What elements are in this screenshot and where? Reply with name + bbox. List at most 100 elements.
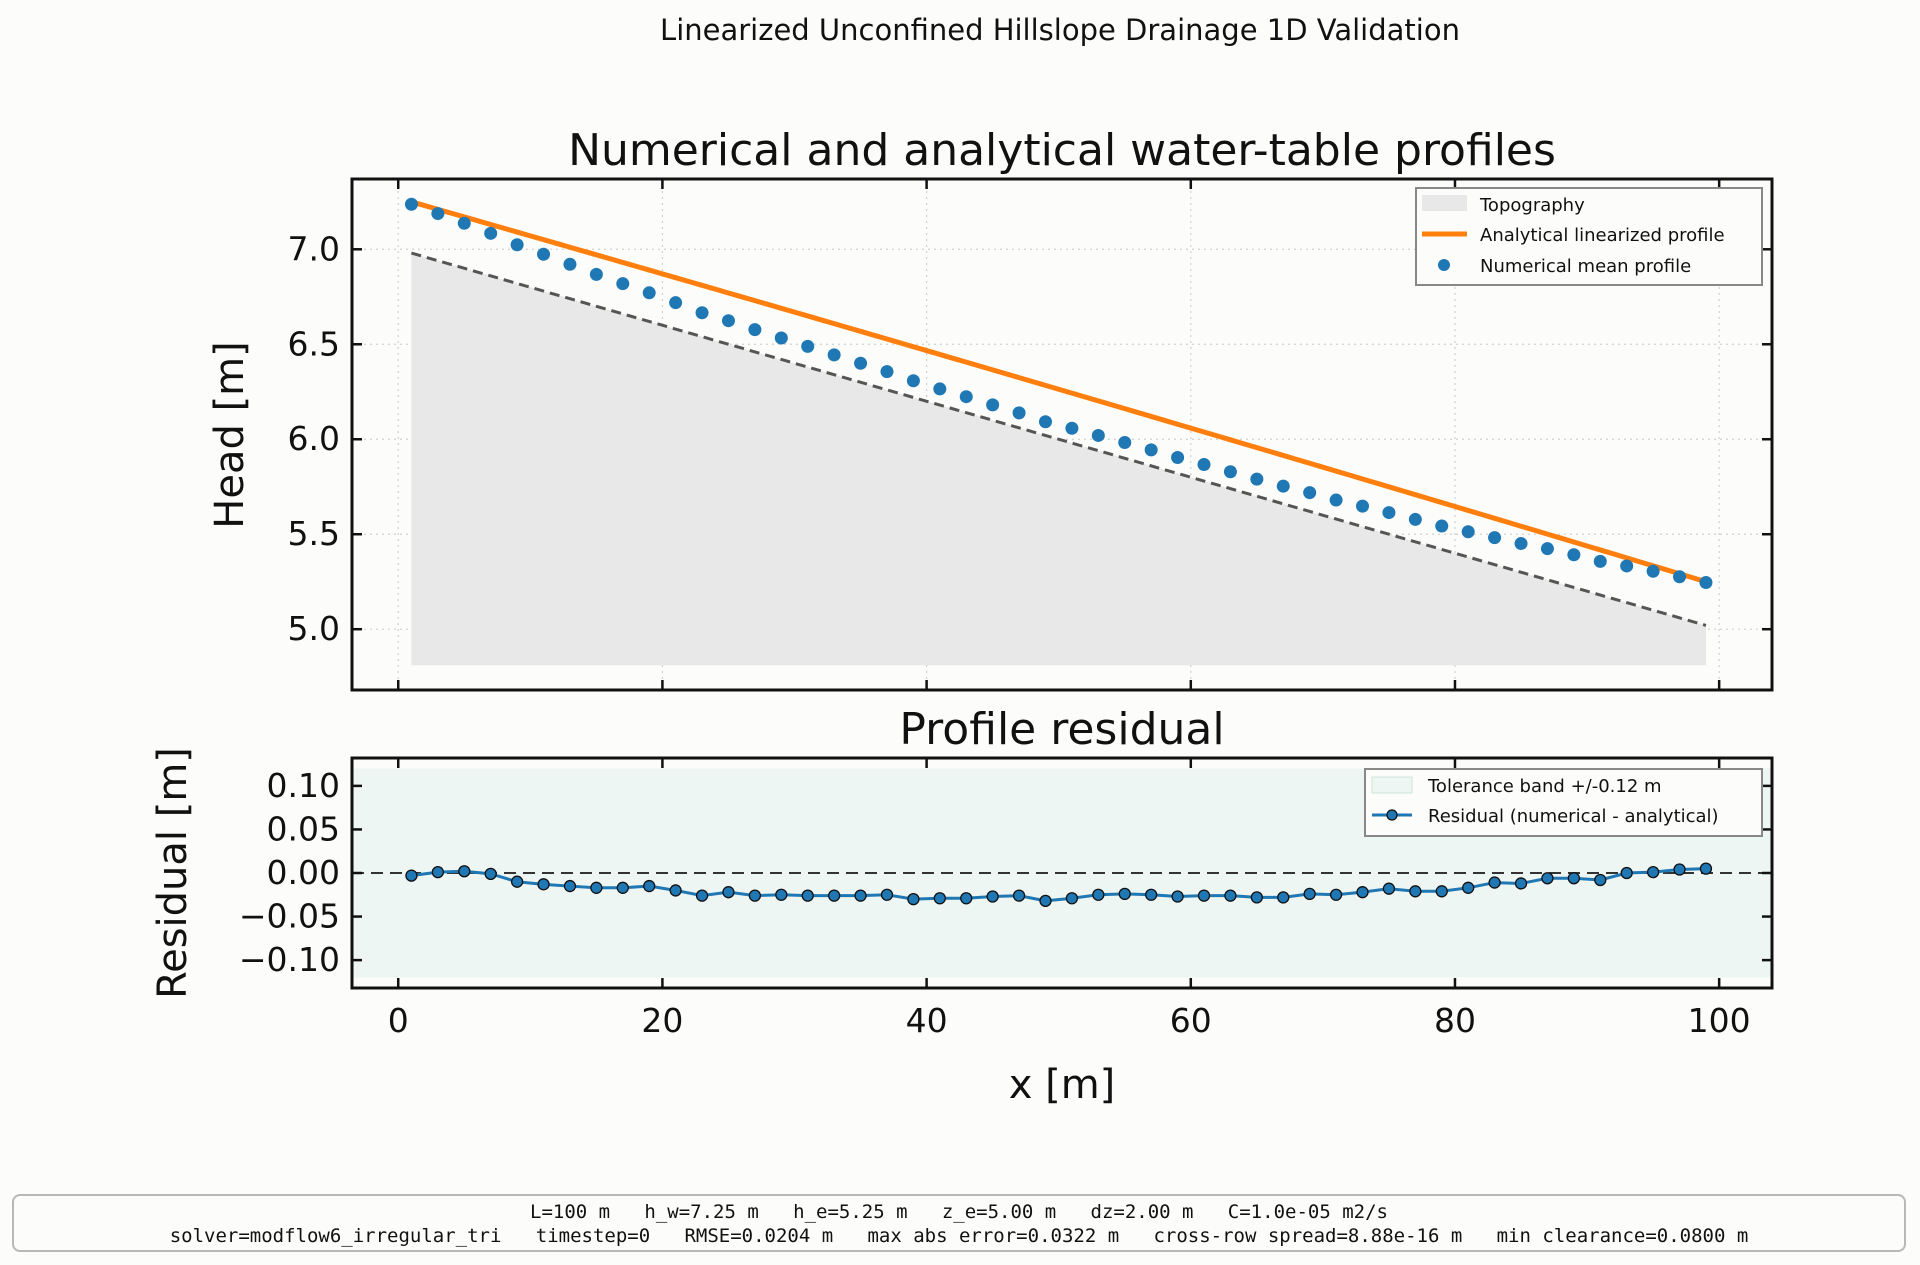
- numerical-point: [854, 356, 868, 370]
- residual-point: [854, 889, 867, 902]
- figure-suptitle: Linearized Unconfined Hillslope Drainage…: [660, 13, 1460, 47]
- residual-point: [643, 879, 656, 893]
- numerical-point: [1065, 421, 1079, 435]
- residual-ytick-label: 0.05: [267, 809, 340, 848]
- numerical-point: [1620, 559, 1634, 573]
- numerical-point: [906, 374, 920, 388]
- legend-numerical-swatch: [1438, 259, 1450, 271]
- x-axis-label: x [m]: [1009, 1062, 1116, 1108]
- numerical-point: [1356, 499, 1370, 513]
- residual-point: [1435, 885, 1448, 898]
- profile-ytick-label: 7.0: [288, 229, 340, 268]
- legend-residual-label: Residual (numerical - analytical): [1428, 806, 1719, 827]
- legend-analytical-label: Analytical linearized profile: [1480, 225, 1725, 246]
- profile-ytick-label: 6.5: [288, 324, 340, 363]
- profile-panel: 5.0 5.5 6.0 6.5 7.0 Numerical and analytical…: [207, 125, 1774, 692]
- residual-point: [801, 889, 814, 902]
- residual-point: [1620, 866, 1633, 880]
- numerical-point: [1382, 506, 1396, 520]
- numerical-point: [1012, 406, 1026, 420]
- residual-point: [1514, 877, 1528, 890]
- numerical-point: [1488, 531, 1502, 545]
- numerical-point: [1171, 450, 1185, 464]
- numerical-point: [1673, 570, 1687, 584]
- legend-residual-swatch-marker: [1386, 809, 1398, 821]
- numerical-point: [1408, 512, 1422, 526]
- run-metrics-line: solver=modflow6_irregular_tri timestep=0…: [169, 1225, 1749, 1247]
- profile-ylabel: Head [m]: [207, 341, 253, 528]
- numerical-point: [1197, 458, 1211, 472]
- residual-point: [1092, 888, 1105, 901]
- residual-point: [510, 875, 524, 888]
- residual-point: [669, 884, 682, 897]
- numerical-point: [431, 207, 445, 221]
- residual-point: [1118, 887, 1131, 901]
- numerical-point: [748, 323, 762, 337]
- profile-title: Numerical and analytical water-table pro…: [568, 125, 1556, 176]
- numerical-point: [1329, 493, 1343, 507]
- residual-point: [1409, 885, 1422, 898]
- numerical-point: [880, 365, 894, 379]
- residual-point: [1250, 891, 1263, 904]
- numerical-point: [1250, 472, 1264, 486]
- residual-point: [933, 892, 946, 905]
- numerical-point: [669, 296, 683, 310]
- numerical-point: [457, 216, 471, 230]
- residual-xtick-label: 0: [388, 1001, 409, 1040]
- residual-point: [1462, 881, 1475, 894]
- numerical-point: [563, 257, 577, 271]
- residual-ytick-label: −0.05: [239, 897, 340, 936]
- residual-point: [960, 892, 973, 905]
- profile-legend: Topography Analytical linearized profile…: [1415, 187, 1763, 286]
- numerical-point: [1540, 542, 1554, 556]
- numerical-point: [642, 286, 656, 300]
- numerical-point: [537, 247, 551, 261]
- residual-point: [1065, 892, 1079, 905]
- residual-point: [1171, 890, 1184, 903]
- numerical-point: [959, 390, 973, 404]
- residual-legend: Tolerance band +/-0.12 m Residual (numer…: [1364, 768, 1763, 837]
- residual-point: [1382, 882, 1396, 895]
- residual-point: [590, 881, 603, 894]
- residual-point: [722, 886, 735, 899]
- legend-topography-swatch: [1422, 195, 1467, 211]
- numerical-point: [1514, 537, 1528, 551]
- residual-title: Profile residual: [899, 704, 1224, 755]
- numerical-point: [484, 226, 498, 240]
- residual-point: [748, 889, 762, 902]
- residual-point: [563, 879, 577, 893]
- residual-point: [775, 888, 788, 901]
- residual-point: [1541, 872, 1554, 885]
- numerical-point: [1223, 465, 1237, 479]
- numerical-point: [1038, 415, 1052, 429]
- numerical-point: [801, 339, 815, 353]
- numerical-point: [1699, 575, 1713, 589]
- numerical-point: [1567, 548, 1581, 562]
- residual-point: [458, 865, 471, 878]
- residual-point: [907, 892, 920, 906]
- numerical-point: [1461, 525, 1475, 539]
- numerical-point: [1303, 486, 1317, 500]
- residual-point: [1673, 863, 1686, 876]
- residual-point: [1594, 873, 1607, 887]
- numerical-point: [616, 277, 630, 291]
- residual-point: [1012, 889, 1026, 902]
- topography-area: [411, 253, 1706, 666]
- numerical-point: [986, 398, 1000, 412]
- residual-point: [1356, 886, 1369, 899]
- residual-point: [1197, 889, 1211, 902]
- residual-point: [1039, 894, 1052, 908]
- numerical-points: [404, 197, 1713, 589]
- residual-point: [695, 889, 709, 902]
- numerical-point: [1593, 554, 1607, 568]
- residual-point: [827, 889, 841, 902]
- legend-tolerance-label: Tolerance band +/-0.12 m: [1427, 776, 1662, 797]
- residual-ytick-label: 0.10: [267, 766, 340, 805]
- residual-point: [1329, 888, 1343, 901]
- residual-panel: 0 20 40 60 80 100 −0.10 −0.05 0.00 0.05 0.10 Profi…: [150, 704, 1774, 1108]
- numerical-point: [827, 348, 841, 362]
- run-parameters-line: L=100 m h_w=7.25 m h_e=5.25 m z_e=5.00 m…: [530, 1201, 1388, 1223]
- topography-dashed-line: [411, 251, 1707, 627]
- residual-xtick-label: 20: [641, 1001, 683, 1040]
- residual-point: [986, 890, 999, 903]
